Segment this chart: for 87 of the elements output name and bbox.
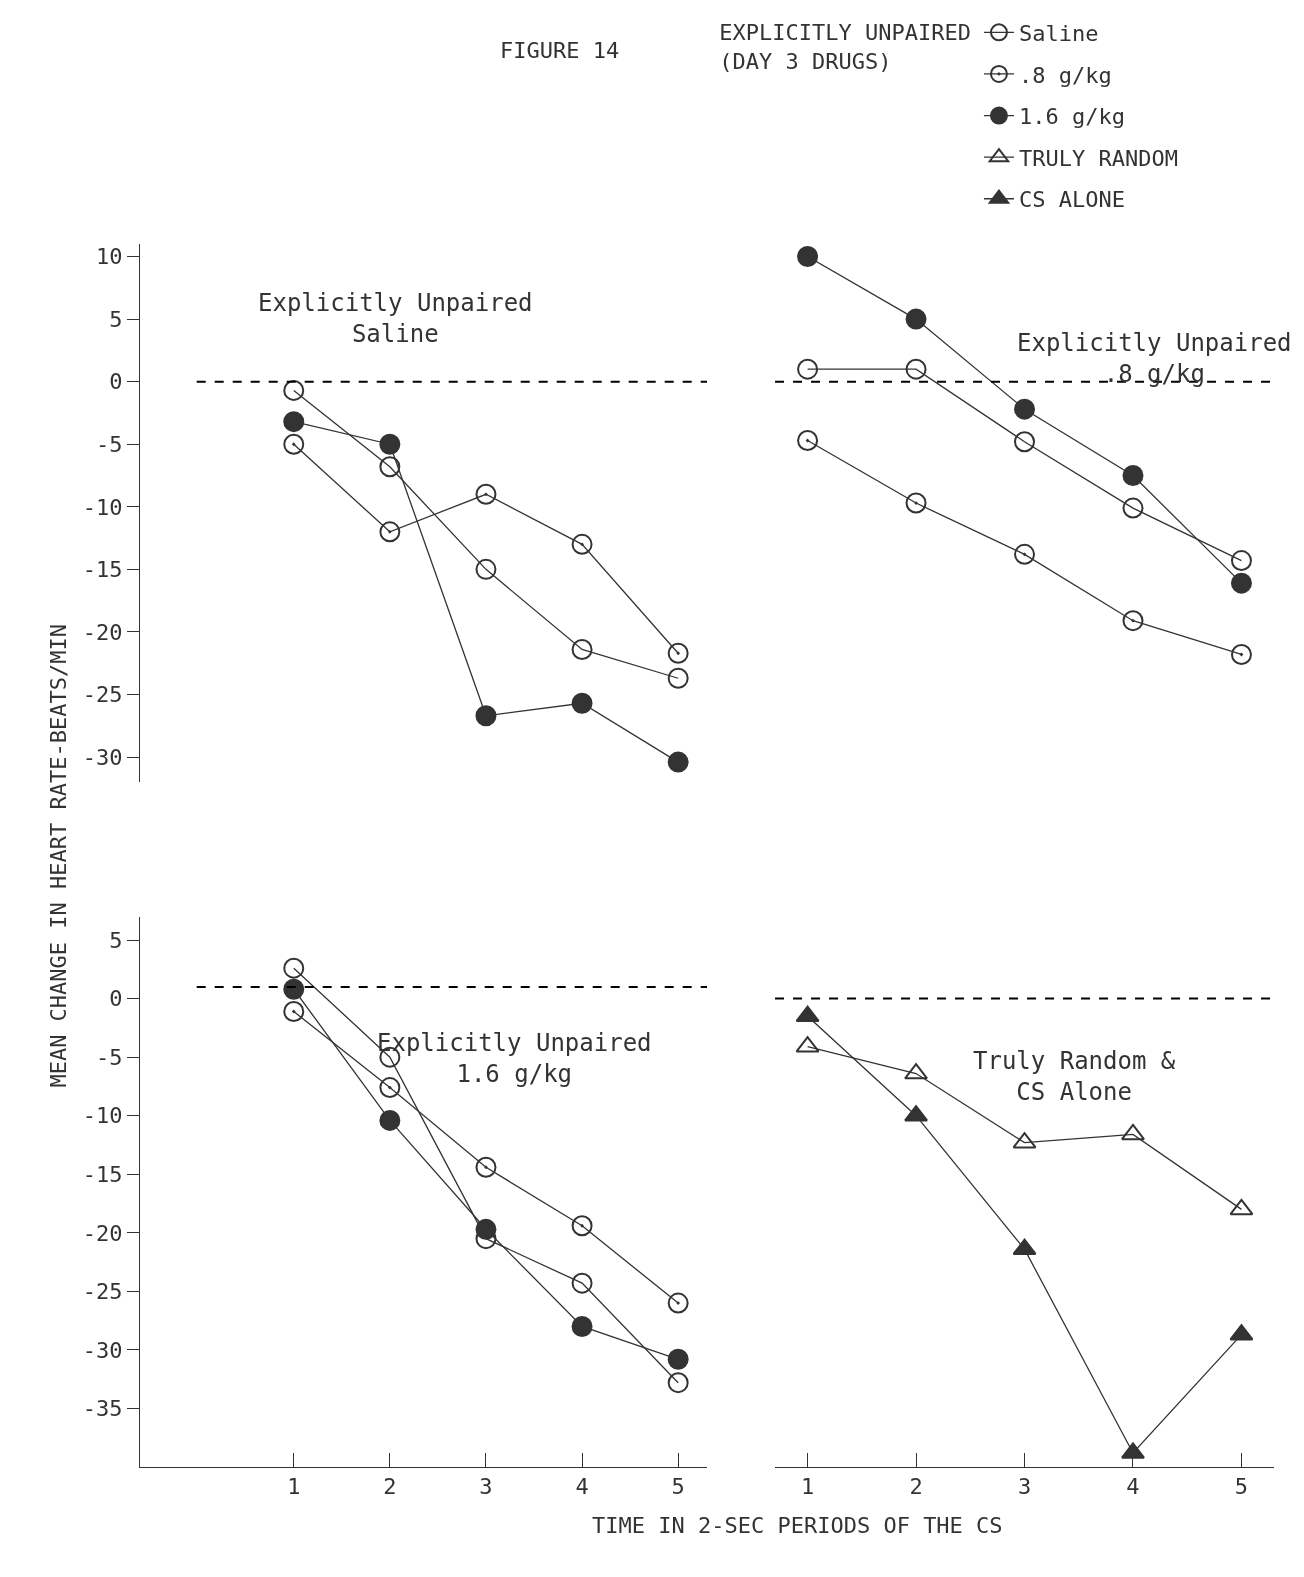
x-tick-label: 4	[575, 1474, 589, 1500]
point	[667, 1372, 689, 1394]
point	[283, 978, 305, 1000]
x-tick-label: 3	[479, 1474, 493, 1500]
x-axis-title: TIME IN 2-SEC PERIODS OF THE CS	[592, 1513, 1003, 1538]
chart-title: FIGURE 14	[500, 38, 620, 63]
y-axis-title: MEAN CHANGE IN HEART RATE-BEATS/MIN	[45, 624, 71, 1088]
point	[571, 638, 593, 660]
point	[1014, 431, 1036, 453]
legend-label: CS ALONE	[1018, 187, 1125, 213]
point	[475, 705, 497, 727]
point	[1230, 550, 1252, 572]
x-tick-label: 4	[1126, 1474, 1140, 1500]
point	[1122, 465, 1144, 487]
y-tick-label: -30	[82, 744, 123, 770]
y-tick-label: 0	[109, 369, 123, 395]
point	[905, 492, 927, 514]
point	[667, 667, 689, 689]
point	[571, 533, 593, 555]
point	[283, 411, 305, 433]
y-tick-label: -25	[82, 1279, 123, 1305]
point	[1122, 497, 1144, 519]
y-tick-label: -20	[82, 1220, 123, 1246]
point	[475, 1156, 497, 1178]
point	[571, 1315, 593, 1337]
point	[379, 1109, 401, 1131]
y-tick-label: 5	[109, 306, 123, 332]
y-tick-label: -5	[96, 1044, 123, 1070]
point	[667, 642, 689, 664]
x-tick-label: 2	[383, 1474, 397, 1500]
x-tick-label: 5	[671, 1474, 685, 1500]
point	[475, 1218, 497, 1240]
x-tick-label: 1	[800, 1474, 815, 1500]
point	[379, 456, 401, 478]
y-tick-label: -20	[82, 619, 123, 645]
point	[379, 1077, 401, 1099]
legend-label: Saline	[1018, 20, 1099, 46]
point	[667, 751, 689, 773]
point	[283, 433, 305, 455]
y-tick-label: -5	[96, 431, 123, 457]
annotation: Truly Random & CS Alone	[973, 1047, 1176, 1107]
x-tick-label: 1	[287, 1474, 301, 1500]
y-tick-label: -10	[82, 1103, 123, 1129]
annotation: Explicitly Unpaired 1.6 g/kg	[377, 1029, 652, 1089]
y-tick-label: -30	[82, 1337, 123, 1363]
point	[283, 1001, 305, 1022]
point	[797, 358, 819, 380]
point	[667, 1292, 689, 1314]
point	[905, 358, 927, 380]
point	[1229, 1198, 1254, 1216]
y-tick-label: -10	[82, 494, 123, 520]
legend-label: .8 g/kg	[1018, 62, 1112, 88]
point	[379, 433, 401, 455]
point	[283, 379, 305, 401]
y-tick-label: -15	[82, 557, 123, 583]
y-tick-label: -25	[82, 682, 123, 708]
point	[1122, 610, 1144, 632]
y-tick-label: 5	[109, 927, 123, 953]
point	[1230, 643, 1252, 665]
point	[571, 1272, 593, 1294]
point	[797, 429, 819, 451]
x-tick-label: 2	[909, 1474, 923, 1500]
y-tick-label: 0	[109, 986, 123, 1012]
point	[379, 521, 401, 543]
y-tick-label: -15	[82, 1161, 123, 1187]
legend-label: TRULY RANDOM	[1018, 145, 1178, 171]
y-tick-label: -35	[82, 1396, 123, 1422]
legend-label: 1.6 g/kg	[1018, 104, 1125, 130]
point	[475, 558, 497, 580]
point	[1014, 398, 1036, 420]
point	[1230, 572, 1252, 594]
point	[1121, 1442, 1145, 1459]
point	[1014, 543, 1036, 565]
annotation: Explicitly Unpaired .8 g/kg	[1017, 329, 1292, 389]
point	[283, 957, 305, 979]
legend-title: EXPLICITLY UNPAIRED (DAY 3 DRUGS)	[719, 20, 971, 74]
y-tick-label: 10	[96, 244, 123, 270]
point	[905, 308, 927, 330]
point	[797, 246, 819, 268]
point	[1121, 1123, 1145, 1141]
point	[571, 1215, 593, 1237]
point	[667, 1348, 689, 1370]
x-tick-label: 5	[1234, 1474, 1249, 1500]
annotation: Explicitly Unpaired Saline	[258, 289, 533, 349]
point	[475, 483, 497, 505]
point	[571, 692, 593, 714]
x-tick-label: 3	[1017, 1474, 1032, 1500]
